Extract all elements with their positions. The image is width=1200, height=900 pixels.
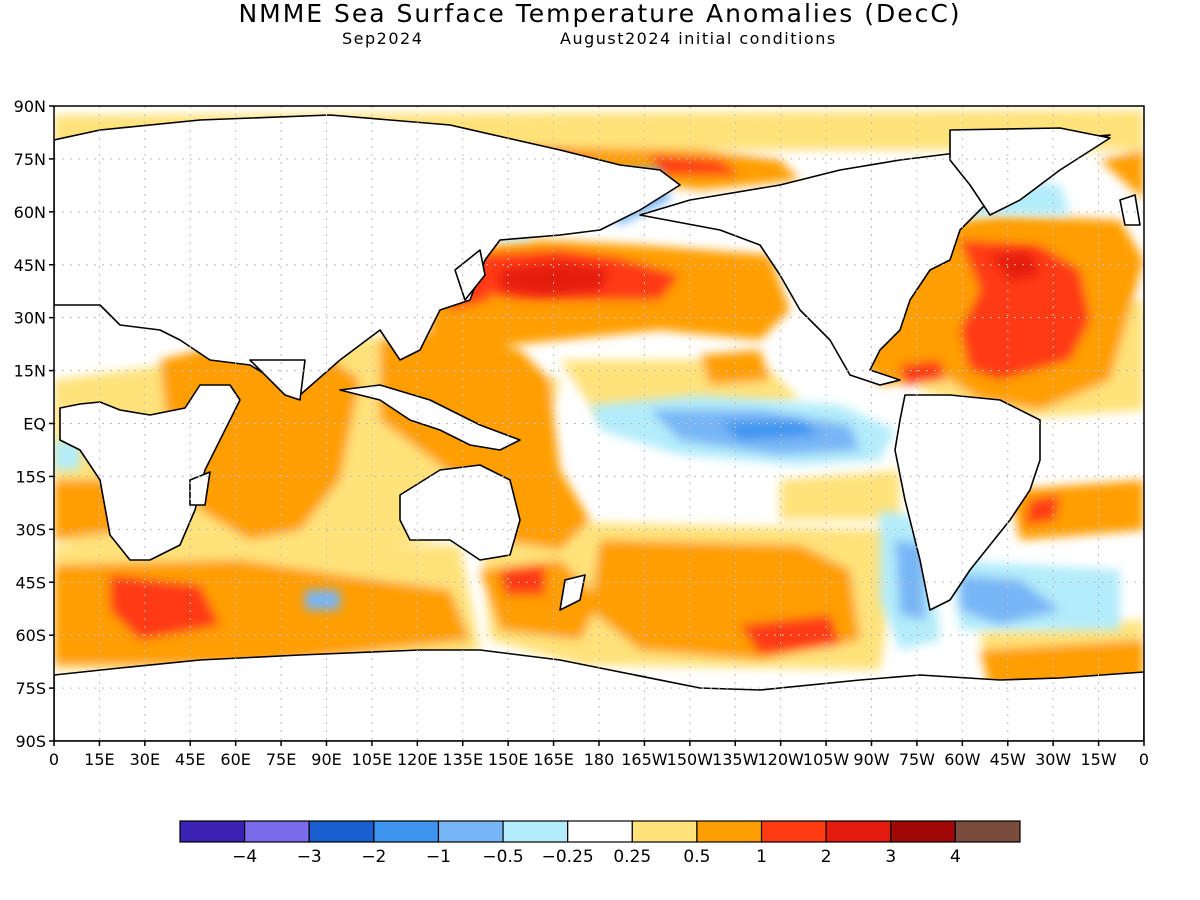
lon-tick-label: 0 bbox=[49, 750, 59, 769]
lat-tick-label: 60N bbox=[14, 203, 46, 222]
legend-label: 2 bbox=[821, 847, 832, 867]
legend-label: −1 bbox=[426, 847, 451, 867]
lon-tick-label: 150E bbox=[488, 750, 529, 769]
lon-tick-label: 75E bbox=[266, 750, 296, 769]
lon-tick-label: 135W bbox=[712, 750, 759, 769]
lat-tick-label: EQ bbox=[23, 415, 46, 434]
lon-tick-label: 105W bbox=[803, 750, 850, 769]
lon-tick-label: 30W bbox=[1035, 750, 1071, 769]
lat-tick-label: 30N bbox=[14, 309, 46, 328]
legend-swatch bbox=[567, 820, 633, 843]
legend-label: −3 bbox=[297, 847, 322, 867]
legend-swatch bbox=[244, 820, 310, 843]
lon-tick-label: 0 bbox=[1139, 750, 1149, 769]
lat-tick-label: 45N bbox=[14, 256, 46, 275]
legend-swatch bbox=[437, 820, 504, 843]
legend-label: 0.25 bbox=[613, 847, 651, 867]
legend-label: 1 bbox=[756, 847, 767, 867]
lon-tick-label: 90W bbox=[853, 750, 889, 769]
lon-tick-label: 150W bbox=[667, 750, 714, 769]
lat-tick-label: 90N bbox=[14, 97, 46, 116]
forecast-month: Sep2024 bbox=[342, 29, 424, 48]
latitude-axis: 90N 75N 60N 45N 30N 15N EQ 15S 30S 45S 60S 75S 90S bbox=[14, 97, 54, 751]
lon-tick-label: 15E bbox=[84, 750, 114, 769]
lon-tick-label: 165W bbox=[621, 750, 668, 769]
legend-swatch bbox=[308, 820, 375, 843]
lon-tick-label: 30E bbox=[130, 750, 160, 769]
lat-tick-label: 75S bbox=[15, 679, 46, 698]
legend-swatch bbox=[631, 820, 698, 843]
longitude-axis: 0 15E 30E 45E 60E 75E 90E 105E 120E 135E 150E 165E 1… bbox=[49, 741, 1149, 769]
lat-tick-label: 30S bbox=[15, 520, 46, 539]
lon-tick-label: 75W bbox=[899, 750, 935, 769]
legend-swatch bbox=[954, 820, 1021, 843]
lon-tick-label: 135E bbox=[442, 750, 483, 769]
legend-swatch bbox=[373, 820, 440, 843]
legend-label: −0.5 bbox=[482, 847, 523, 867]
lat-tick-label: 75N bbox=[14, 150, 46, 169]
legend-label: −2 bbox=[361, 847, 386, 867]
lon-tick-label: 60E bbox=[220, 750, 250, 769]
lat-tick-label: 45S bbox=[15, 573, 46, 592]
lon-tick-label: 180 bbox=[584, 750, 615, 769]
legend-swatch bbox=[825, 820, 892, 843]
legend-label: 0.5 bbox=[683, 847, 710, 867]
lon-tick-label: 45E bbox=[175, 750, 205, 769]
legend-swatch bbox=[502, 820, 569, 843]
lon-tick-label: 120W bbox=[757, 750, 804, 769]
initial-conditions-label: August2024 initial conditions bbox=[560, 29, 837, 48]
lat-tick-label: 90S bbox=[15, 732, 46, 751]
lat-tick-label: 60S bbox=[15, 626, 46, 645]
legend-swatch bbox=[760, 820, 827, 843]
lon-tick-label: 120E bbox=[397, 750, 438, 769]
legend-label: 4 bbox=[950, 847, 961, 867]
legend-swatch bbox=[179, 820, 246, 843]
lon-tick-label: 60W bbox=[944, 750, 980, 769]
lat-tick-label: 15S bbox=[15, 467, 46, 486]
chart-title: NMME Sea Surface Temperature Anomalies (… bbox=[238, 0, 962, 28]
graticule-gridlines bbox=[54, 106, 1144, 741]
legend-label: 3 bbox=[885, 847, 896, 867]
legend-swatch bbox=[696, 820, 763, 843]
legend-label: −0.25 bbox=[542, 847, 594, 867]
lon-tick-label: 90E bbox=[311, 750, 341, 769]
lon-tick-label: 45W bbox=[990, 750, 1026, 769]
lat-tick-label: 15N bbox=[14, 362, 46, 381]
legend-label: −4 bbox=[232, 847, 257, 867]
legend-swatch bbox=[890, 820, 956, 843]
lon-tick-label: 165E bbox=[533, 750, 574, 769]
color-legend: −4 −3 −2 −1 −0.5 −0.25 0.25 0.5 1 2 3 4 bbox=[179, 820, 1021, 867]
lon-tick-label: 15W bbox=[1080, 750, 1116, 769]
lon-tick-label: 105E bbox=[352, 750, 393, 769]
continent-outlines bbox=[54, 114, 1144, 741]
